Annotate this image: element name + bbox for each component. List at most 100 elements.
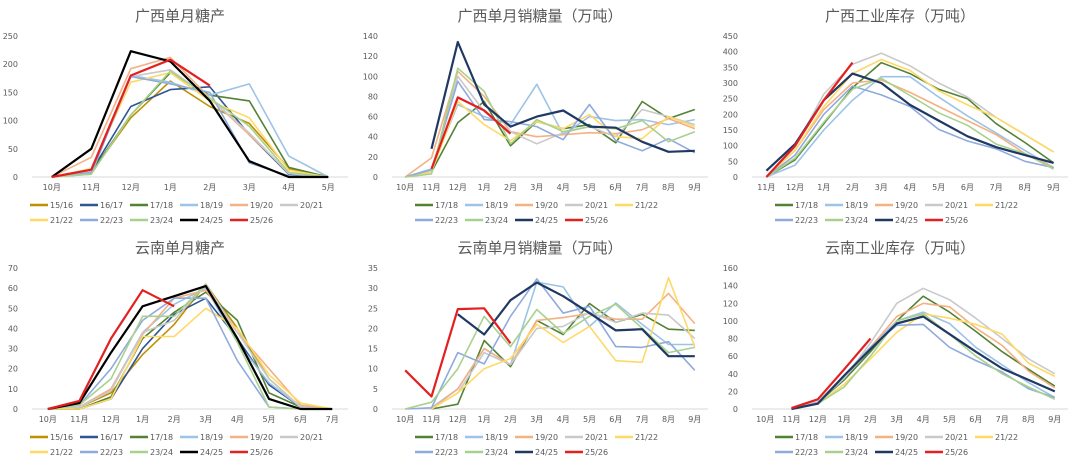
series-line-21-22 — [47, 307, 333, 410]
series-line-20-21 — [765, 52, 1055, 178]
chart-svg: 广西工业库存（万吨） 0 50 100 150 200 250 300 350 400 450 11月… — [723, 7, 1068, 225]
legend-label: 17/18 — [795, 433, 818, 442]
legend-item: 24/25 — [515, 216, 558, 225]
y-tick-label: 80 — [728, 335, 738, 344]
series-line-24-25 — [791, 315, 1056, 411]
y-tick-label: 0 — [373, 173, 378, 182]
chart-svg: 云南工业库存（万吨） 0 20 40 60 80 100 120 140 160 10月 11月 12月… — [723, 239, 1068, 457]
chart-svg: 广西单月糖产 0 50 100 150 200 250 10月 11月 12月 1月 2月 3月 4月 5月… — [3, 7, 348, 225]
series-line-17-18 — [765, 61, 1055, 178]
series-line-18-19 — [51, 74, 329, 178]
y-tick-label: 10 — [368, 365, 378, 374]
series-line-18-19 — [766, 75, 1055, 178]
chart-svg: 广西单月销糖量（万吨） 0 20 40 60 80 100 120 140 10月 11月 12月 1月… — [363, 7, 708, 225]
series-line-19-20 — [765, 79, 1054, 178]
y-tick-label: 0 — [733, 405, 738, 414]
legend-label: 22/23 — [100, 216, 123, 225]
legend-label: 22/23 — [795, 448, 818, 457]
legend-item: 23/24 — [130, 216, 173, 225]
x-tick-label: 1月 — [164, 183, 177, 192]
x-tick-label: 1月 — [136, 415, 149, 424]
legend-item: 22/23 — [80, 448, 123, 457]
x-tick-label: 9月 — [1047, 183, 1060, 192]
legend-item: 21/22 — [30, 448, 73, 457]
x-tick-label: 11月 — [422, 183, 440, 192]
series-line-21-22 — [765, 58, 1055, 178]
legend-item: 24/25 — [875, 216, 918, 225]
y-tick-label: 100 — [723, 142, 738, 151]
x-tick-label: 2月 — [846, 183, 859, 192]
chart-title: 云南工业库存（万吨） — [825, 239, 975, 257]
legend-item: 19/20 — [230, 201, 273, 210]
y-tick-label: 40 — [368, 133, 378, 142]
chart-title: 云南单月糖产 — [135, 239, 225, 257]
x-tick-label: 9月 — [1048, 415, 1061, 424]
legend-item: 24/25 — [180, 448, 223, 457]
legend-item: 23/24 — [130, 448, 173, 457]
legend-item: 20/21 — [565, 433, 608, 442]
legend-label: 23/24 — [485, 448, 508, 457]
x-tick-label: 2月 — [203, 183, 216, 192]
series-line-25-26 — [51, 58, 211, 179]
x-tick-label: 3月 — [875, 183, 888, 192]
x-tick-label: 11月 — [82, 183, 100, 192]
legend-item: 17/18 — [415, 433, 458, 442]
legend-item: 18/19 — [180, 433, 223, 442]
series-line-23-24 — [47, 283, 333, 410]
legend-item: 18/19 — [465, 201, 508, 210]
y-tick-label: 0 — [13, 405, 18, 414]
legend-item: 25/26 — [565, 448, 608, 457]
series-line-24-25 — [47, 285, 333, 411]
legend-label: 17/18 — [435, 201, 458, 210]
legend-item: 19/20 — [515, 201, 558, 210]
y-tick-label: 0 — [373, 405, 378, 414]
x-tick-label: 8月 — [1022, 415, 1035, 424]
legend-label: 20/21 — [585, 201, 608, 210]
x-tick-label: 6月 — [294, 415, 307, 424]
y-tick-label: 20 — [728, 387, 738, 396]
chart-yunnan-production: 云南单月糖产 0 10 20 30 40 50 60 70 10月 11月 12月 1月 2月 3月 4月 5月… — [0, 232, 360, 463]
x-tick-label: 12月 — [449, 183, 467, 192]
chart-svg: 云南单月糖产 0 10 20 30 40 50 60 70 10月 11月 12月 1月 2月 3月 4月 5月… — [8, 239, 348, 457]
x-tick-label: 3月 — [243, 183, 256, 192]
x-tick-label: 5月 — [583, 415, 596, 424]
x-tick-label: 4月 — [282, 183, 295, 192]
legend-label: 24/25 — [200, 216, 223, 225]
y-tick-label: 250 — [3, 32, 18, 41]
legend-label: 22/23 — [795, 216, 818, 225]
legend-item: 18/19 — [825, 433, 868, 442]
legend-label: 18/19 — [200, 201, 223, 210]
series-line-25-26 — [791, 337, 872, 410]
y-tick-label: 40 — [8, 324, 18, 333]
y-tick-label: 100 — [3, 117, 18, 126]
x-tick-label: 4月 — [231, 415, 244, 424]
series-line-23-24 — [405, 67, 696, 178]
legend-item: 23/24 — [465, 448, 508, 457]
y-tick-label: 80 — [368, 92, 378, 101]
series-line-19-20 — [431, 292, 696, 410]
legend-item: 18/19 — [465, 433, 508, 442]
legend-label: 23/24 — [845, 448, 868, 457]
legend-label: 25/26 — [250, 448, 273, 457]
x-tick-label: 10月 — [39, 415, 57, 424]
series-line-21-22 — [431, 276, 696, 410]
legend-label: 18/19 — [485, 433, 508, 442]
legend-label: 16/17 — [100, 201, 123, 210]
y-tick-label: 35 — [368, 264, 378, 273]
y-tick-label: 20 — [8, 365, 18, 374]
y-tick-label: 60 — [8, 284, 18, 293]
legend-item: 18/19 — [180, 201, 223, 210]
legend-item: 22/23 — [415, 216, 458, 225]
y-tick-label: 350 — [723, 63, 738, 72]
legend-label: 20/21 — [300, 433, 323, 442]
x-tick-label: 6月 — [961, 183, 974, 192]
y-tick-label: 30 — [368, 284, 378, 293]
x-tick-label: 11月 — [782, 415, 800, 424]
legend-label: 22/23 — [100, 448, 123, 457]
legend-label: 19/20 — [535, 433, 558, 442]
series-line-22-23 — [791, 323, 1056, 410]
series-line-23-24 — [51, 70, 329, 178]
series-line-23-24 — [791, 313, 1056, 410]
x-tick-label: 10月 — [756, 415, 774, 424]
